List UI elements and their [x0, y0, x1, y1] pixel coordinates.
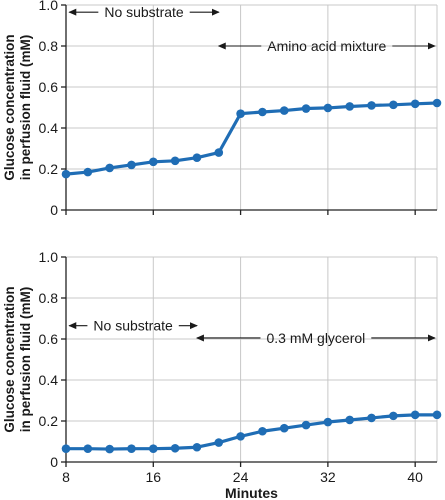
y-tick-label: 0.8	[39, 38, 59, 54]
data-point	[432, 410, 442, 420]
y-tick-label: 0.4	[39, 372, 59, 388]
data-point	[83, 167, 93, 177]
data-point	[214, 148, 224, 157]
annotation-label: No substrate	[104, 4, 184, 20]
data-point	[432, 98, 442, 108]
data-point	[410, 99, 420, 109]
y-axis-label-line: Glucose concentration	[2, 286, 17, 432]
data-point	[127, 444, 136, 453]
y-axis-label-line: in perfusion fluid (mM)	[18, 35, 33, 180]
data-point	[367, 101, 376, 110]
data-point	[127, 160, 136, 170]
data-point	[410, 410, 420, 420]
data-point	[323, 417, 333, 427]
data-point	[367, 413, 376, 423]
y-tick-label: 0.6	[39, 331, 59, 347]
data-point	[258, 426, 267, 436]
y-axis-label: Glucose concentrationin perfusion fluid …	[2, 34, 33, 180]
data-point	[214, 438, 224, 447]
y-axis-label-line: in perfusion fluid (mM)	[18, 287, 33, 432]
data-point	[301, 420, 311, 430]
data-point	[301, 104, 311, 113]
annotation-label: Amino acid mixture	[267, 38, 386, 54]
y-tick-label: 0	[50, 454, 58, 470]
y-axis-label-line: Glucose concentration	[2, 34, 17, 180]
data-point	[83, 444, 93, 453]
x-tick-label: 8	[62, 469, 70, 485]
data-point	[148, 157, 158, 167]
data-point	[148, 444, 158, 453]
data-point	[61, 169, 71, 179]
data-point	[236, 109, 245, 118]
y-tick-label: 0	[50, 202, 58, 218]
data-point	[323, 103, 333, 113]
data-point	[345, 415, 355, 425]
data-point	[170, 443, 180, 453]
data-point	[258, 107, 267, 117]
panel-bottom: 0 0.2 0.4 0.6 0.8 1.0 8 16 24 32 40 Glucose concent…	[2, 249, 442, 500]
data-point	[236, 432, 245, 441]
y-tick-label: 0.2	[39, 413, 59, 429]
data-point	[192, 153, 202, 163]
x-axis-label: Minutes	[225, 485, 278, 500]
data-point	[61, 444, 71, 453]
y-tick-label: 0.4	[39, 120, 59, 136]
x-tick-label: 40	[407, 469, 423, 485]
data-point	[105, 163, 114, 173]
panel-top: 0 0.2 0.4 0.6 0.8 1.0 Glucose concentrationin …	[2, 0, 442, 218]
x-tick-label: 24	[233, 469, 249, 485]
data-point	[279, 423, 289, 433]
data-point	[170, 156, 180, 166]
series-line	[65, 101, 438, 176]
y-tick-label: 0.6	[39, 79, 59, 95]
annotation-label: No substrate	[93, 318, 173, 334]
data-point	[345, 102, 355, 111]
y-axis-label: Glucose concentrationin perfusion fluid …	[2, 286, 33, 432]
y-tick-label: 0.2	[39, 161, 59, 177]
data-point	[192, 442, 202, 452]
y-tick-label: 0.8	[39, 290, 59, 306]
series-line	[66, 413, 437, 451]
data-point	[389, 411, 398, 421]
data-point	[389, 100, 398, 110]
x-tick-label: 16	[146, 469, 162, 485]
x-tick-label: 32	[320, 469, 336, 485]
y-tick-label: 1.0	[39, 249, 59, 265]
data-point	[279, 106, 289, 115]
annotation-label: 0.3 mM glycerol	[266, 330, 365, 346]
y-tick-label: 1.0	[39, 0, 59, 13]
data-point	[105, 444, 114, 454]
